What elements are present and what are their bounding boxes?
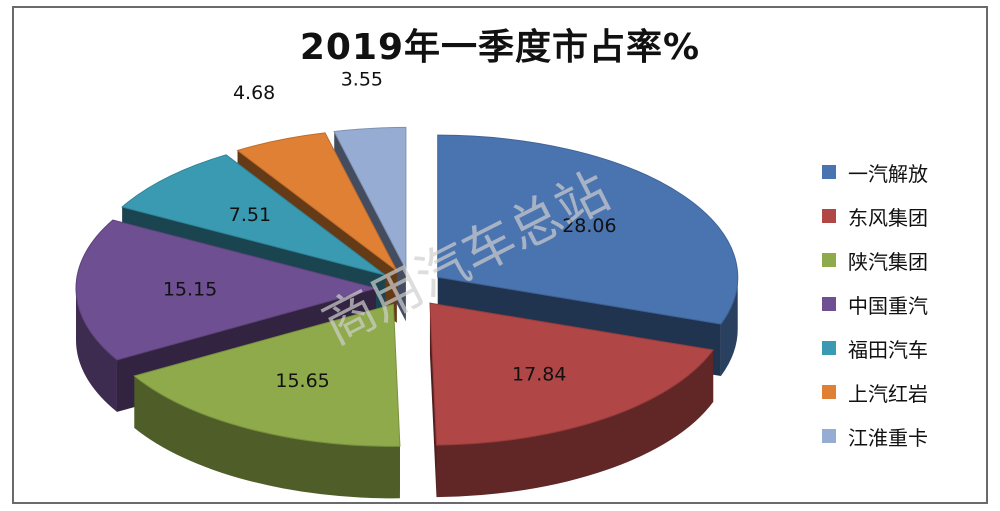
slice-outer-wall (76, 288, 117, 412)
legend-swatch (822, 253, 836, 267)
legend-swatch (822, 429, 836, 443)
data-label: 15.15 (163, 278, 217, 300)
data-label: 3.55 (341, 68, 383, 90)
chart-title: 2019年一季度市占率% (299, 27, 701, 68)
legend-swatch (822, 165, 836, 179)
slice-top-东风集团 (429, 302, 715, 446)
legend-swatch (822, 341, 836, 355)
legend-item: 福田汽车 (822, 326, 982, 370)
slice-top-福田汽车 (121, 154, 386, 276)
slice-top-一汽解放 (437, 134, 739, 325)
slice-1 (429, 302, 715, 498)
legend-label: 福田汽车 (848, 337, 928, 362)
legend-label: 上汽红岩 (848, 381, 928, 406)
slice-top-上汽红岩 (236, 132, 398, 272)
legend-item: 东风集团 (822, 194, 982, 238)
pie-slices (75, 126, 739, 499)
slice-outer-wall (436, 350, 714, 498)
data-label: 7.51 (229, 204, 271, 226)
legend-label: 江淮重卡 (848, 425, 928, 450)
legend-label: 一汽解放 (848, 161, 928, 186)
slice-top-陕汽集团 (133, 303, 401, 447)
legend-item: 江淮重卡 (822, 414, 982, 458)
data-label: 15.65 (275, 370, 329, 392)
legend-item: 上汽红岩 (822, 370, 982, 414)
legend-item: 陕汽集团 (822, 238, 982, 282)
slice-side-wall (429, 303, 437, 498)
legend-swatch (822, 385, 836, 399)
slice-outer-wall (134, 375, 400, 499)
data-label: 28.06 (562, 215, 616, 237)
legend-item: 中国重汽 (822, 282, 982, 326)
data-label: 17.84 (512, 363, 566, 385)
legend-label: 陕汽集团 (848, 249, 928, 274)
legend-swatch (822, 297, 836, 311)
data-label: 4.68 (233, 82, 275, 104)
legend-label: 中国重汽 (848, 293, 928, 318)
legend-swatch (822, 209, 836, 223)
legend: 一汽解放东风集团陕汽集团中国重汽福田汽车上汽红岩江淮重卡 (822, 150, 982, 458)
slice-top-江淮重卡 (333, 126, 407, 270)
legend-label: 东风集团 (848, 205, 928, 230)
slice-top-中国重汽 (75, 219, 378, 361)
legend-item: 一汽解放 (822, 150, 982, 194)
slice-2 (133, 303, 401, 499)
